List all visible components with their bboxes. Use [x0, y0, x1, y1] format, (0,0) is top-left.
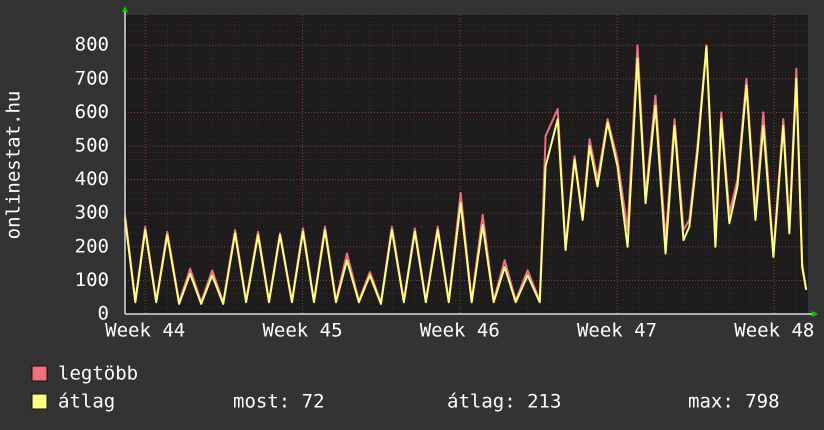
x-tick-label: Week 47	[577, 320, 657, 342]
legend-stat: most: 72	[233, 391, 325, 413]
y-tick-label: 400	[75, 168, 109, 190]
y-tick-label: 800	[75, 34, 109, 56]
legend-label: átlag	[58, 391, 115, 413]
x-tick-label: Week 48	[734, 320, 814, 342]
y-tick-label: 600	[75, 101, 109, 123]
y-tick-label: 700	[75, 67, 109, 89]
legend-stat: max: 798	[688, 391, 780, 413]
x-tick-label: Week 45	[262, 320, 342, 342]
y-axis-label: onlinestat.hu	[3, 91, 25, 240]
x-tick-label: Week 46	[420, 320, 500, 342]
legend-swatch	[31, 393, 48, 410]
y-tick-label: 500	[75, 135, 109, 157]
axis-arrow	[812, 311, 818, 317]
series-line	[124, 45, 808, 305]
x-tick-label: Week 44	[105, 320, 185, 342]
y-tick-label: 0	[98, 303, 109, 325]
legend-swatch	[31, 365, 48, 382]
legend-stat: átlag: 213	[447, 391, 561, 413]
y-tick-label: 100	[75, 269, 109, 291]
y-tick-label: 200	[75, 235, 109, 257]
legend-label: legtöbb	[58, 363, 138, 385]
grid	[125, 15, 808, 315]
y-tick-label: 300	[75, 202, 109, 224]
axis-arrow	[122, 6, 128, 12]
legend: legtöbb átlag most: 72 átlag: 213 max: 798	[31, 363, 780, 413]
marks	[124, 44, 808, 305]
